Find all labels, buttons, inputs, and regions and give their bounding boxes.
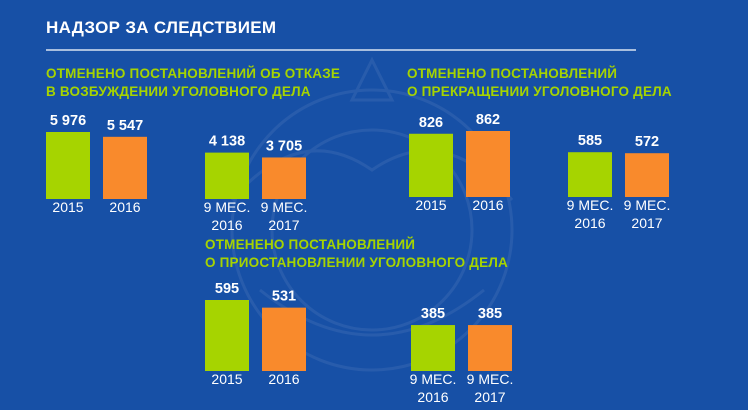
bar xyxy=(205,152,249,199)
category-label: 9 МЕС. xyxy=(204,199,251,215)
chart-refused-initiation: ОТМЕНЕНО ПОСТАНОВЛЕНИЙ ОБ ОТКАЗЕ В ВОЗБУЖ… xyxy=(46,66,340,233)
bar xyxy=(411,325,455,371)
chart-suspended-cases: ОТМЕНЕНО ПОСТАНОВЛЕНИЙ О ПРИОСТАНОВЛЕНИИ … xyxy=(205,237,513,405)
data-label: 5 547 xyxy=(107,118,143,134)
page-title: НАДЗОР ЗА СЛЕДСТВИЕМ xyxy=(46,18,276,37)
bar xyxy=(568,152,612,197)
bar xyxy=(262,157,306,199)
category-label: 2015 xyxy=(211,371,242,387)
bar xyxy=(103,136,147,199)
chart-title-line: О ПРИОСТАНОВЛЕНИИ УГОЛОВНОГО ДЕЛА xyxy=(205,255,508,270)
data-label: 531 xyxy=(272,289,296,305)
chart-title-line: ОТМЕНЕНО ПОСТАНОВЛЕНИЙ xyxy=(407,66,617,81)
data-label: 5 976 xyxy=(50,113,86,129)
category-label: 2016 xyxy=(268,371,299,387)
category-label: 2016 xyxy=(211,217,242,233)
data-label: 595 xyxy=(215,281,239,297)
bar xyxy=(468,325,512,371)
category-label: 2017 xyxy=(268,217,299,233)
data-label: 826 xyxy=(419,115,443,131)
bar xyxy=(205,300,249,371)
category-label: 2016 xyxy=(417,389,448,405)
data-label: 572 xyxy=(635,134,659,150)
category-label: 2015 xyxy=(415,197,446,213)
bar xyxy=(409,133,453,197)
category-label: 2016 xyxy=(574,215,605,231)
data-label: 862 xyxy=(476,112,500,128)
category-label: 9 МЕС. xyxy=(624,197,671,213)
category-label: 9 МЕС. xyxy=(567,197,614,213)
category-label: 2015 xyxy=(52,199,83,215)
category-label: 9 МЕС. xyxy=(410,371,457,387)
category-label: 9 МЕС. xyxy=(261,199,308,215)
chart-terminated-cases: ОТМЕНЕНО ПОСТАНОВЛЕНИЙ О ПРЕКРАЩЕНИИ УГОЛ… xyxy=(407,66,672,231)
chart-title-line: ОТМЕНЕНО ПОСТАНОВЛЕНИЙ xyxy=(205,237,415,252)
category-label: 9 МЕС. xyxy=(467,371,514,387)
chart-title-line: В ВОЗБУЖДЕНИИ УГОЛОВНОГО ДЕЛА xyxy=(46,84,311,99)
data-label: 585 xyxy=(578,133,602,149)
chart-title-line: О ПРЕКРАЩЕНИИ УГОЛОВНОГО ДЕЛА xyxy=(407,84,672,99)
bar xyxy=(466,131,510,197)
bar xyxy=(625,153,669,197)
bar xyxy=(262,307,306,371)
data-label: 385 xyxy=(478,306,502,322)
data-label: 3 705 xyxy=(266,138,302,154)
data-label: 385 xyxy=(421,306,445,322)
category-label: 2016 xyxy=(472,197,503,213)
data-label: 4 138 xyxy=(209,134,245,150)
category-label: 2017 xyxy=(631,215,662,231)
bar xyxy=(46,132,90,199)
category-label: 2016 xyxy=(109,199,140,215)
chart-title-line: ОТМЕНЕНО ПОСТАНОВЛЕНИЙ ОБ ОТКАЗЕ xyxy=(46,66,340,81)
category-label: 2017 xyxy=(474,389,505,405)
